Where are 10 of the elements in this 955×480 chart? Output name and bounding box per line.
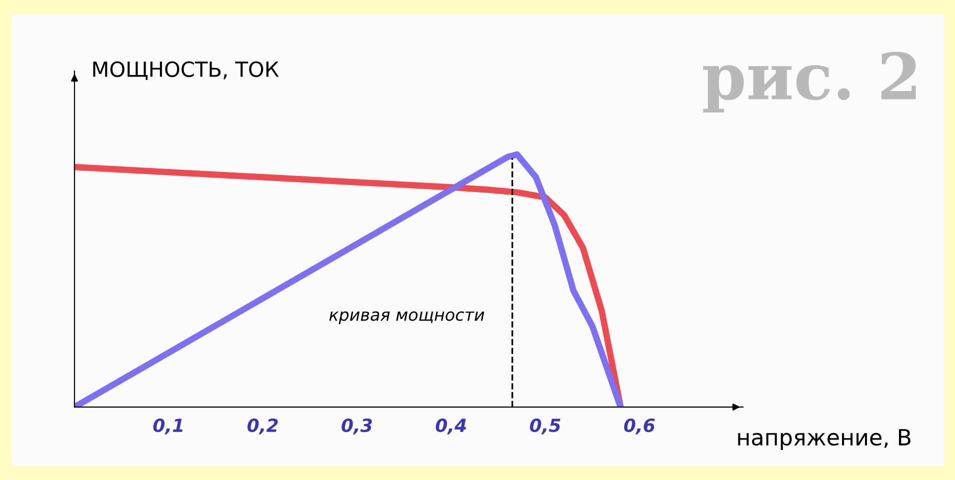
x-tick-label: 0,3: [342, 418, 372, 434]
annotation: кривая мощности: [329, 311, 484, 324]
x-tick-label: 0,6: [624, 418, 655, 434]
chart-title: рис. 2: [703, 52, 916, 113]
y-axis-title: МОЩНОСТЬ, ТОК: [93, 61, 279, 80]
x-tick-label: 0,4: [436, 418, 466, 434]
x-tick-label: 0,5: [530, 418, 560, 434]
x-axis-title: напряжение, В: [738, 429, 910, 450]
x-tick-label: 0,2: [247, 418, 278, 434]
x-tick-label: 0,1: [153, 418, 183, 434]
